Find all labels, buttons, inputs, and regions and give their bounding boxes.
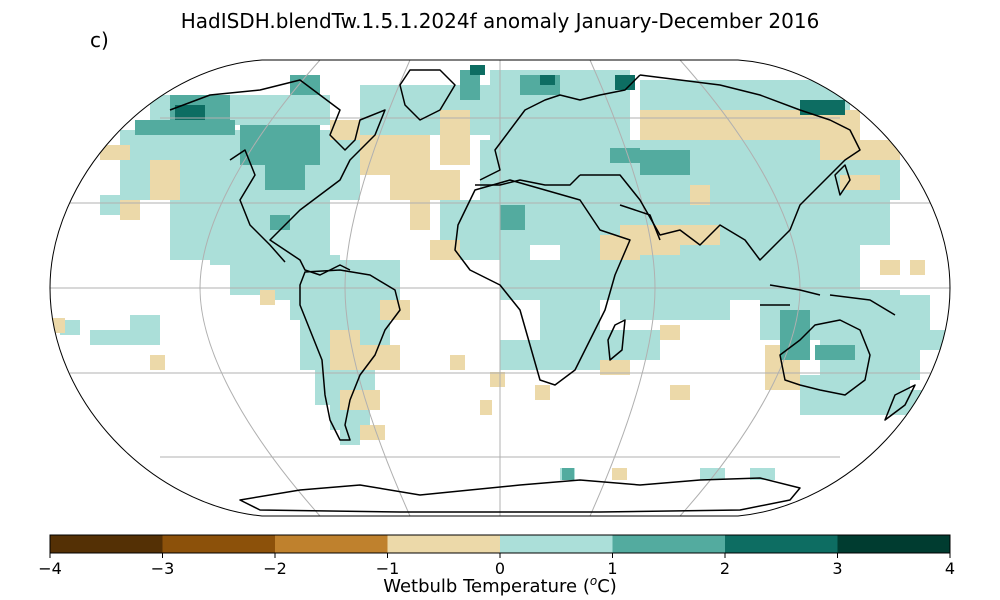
anomaly-grid — [50, 65, 945, 480]
colorbar-ticks: −4 −3 −2 −1 0 1 2 3 4 — [38, 553, 955, 578]
colorbar-bin — [50, 535, 163, 553]
colorbar-bin — [162, 535, 275, 553]
panel-label: c) — [90, 28, 109, 52]
colorbar-tick-label: 2 — [720, 559, 730, 578]
colorbar-bin — [275, 535, 388, 553]
colorbar-bin — [387, 535, 500, 553]
colorbar-tick-label: −3 — [151, 559, 175, 578]
colorbar-label: Wetbulb Temperature (oC) — [383, 574, 617, 597]
colorbar-tick-label: 3 — [832, 559, 842, 578]
colorbar-bin — [612, 535, 725, 553]
anomaly-cells-2-to-3 — [175, 65, 845, 120]
coastlines — [169, 69, 916, 513]
globe-outline — [49, 59, 951, 517]
graticule — [50, 59, 950, 517]
map-title: HadISDH.blendTw.1.5.1.2024f anomaly Janu… — [180, 9, 820, 33]
colorbar-bins — [50, 535, 950, 553]
colorbar-tick-label: 0 — [495, 559, 505, 578]
colorbar-tick-label: 4 — [945, 559, 955, 578]
colorbar-tick-label: −2 — [263, 559, 287, 578]
colorbar-bin — [500, 535, 613, 553]
colorbar-bin — [725, 535, 838, 553]
colorbar-tick-label: 1 — [607, 559, 617, 578]
colorbar-bin — [837, 535, 950, 553]
colorbar-tick-label: −4 — [38, 559, 62, 578]
colorbar-tick-label: −1 — [376, 559, 400, 578]
